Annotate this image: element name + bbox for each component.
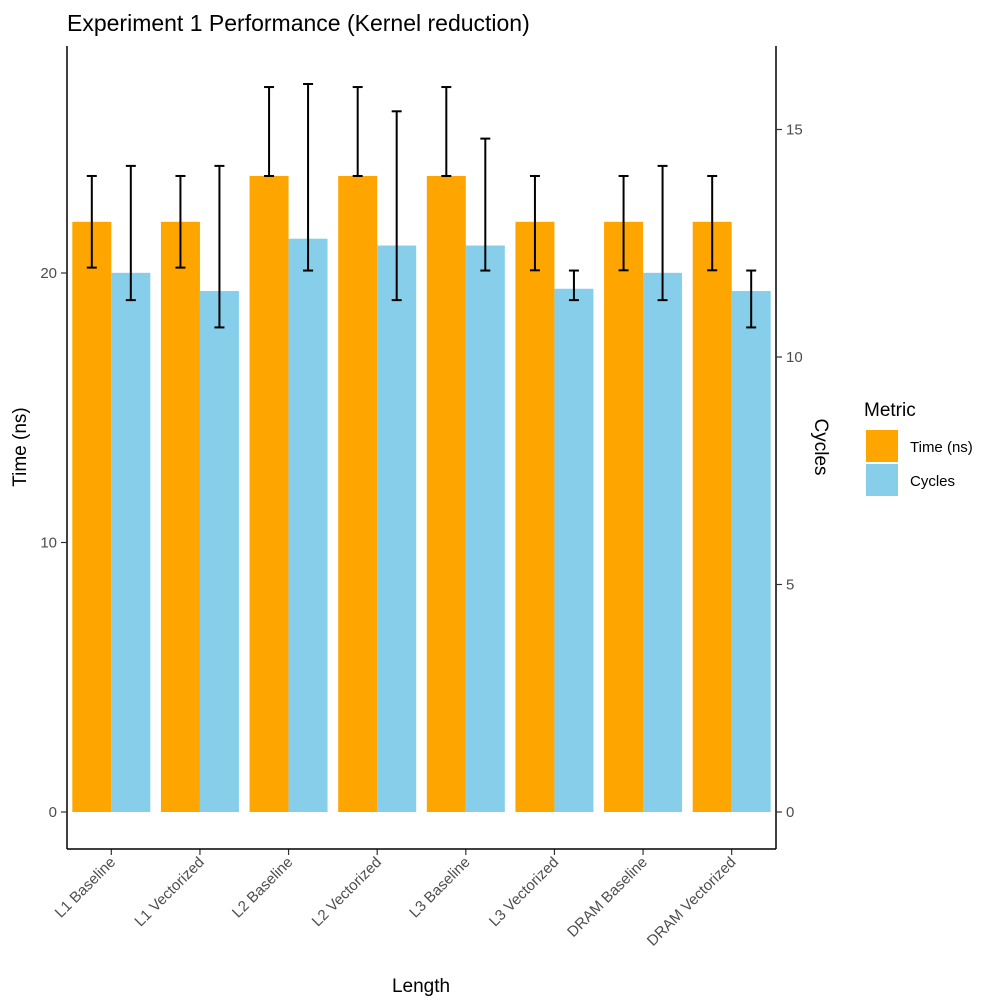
y2-tick-label: 5: [786, 577, 794, 594]
bar-time: [426, 175, 466, 813]
bar-time: [604, 221, 644, 813]
y2-axis-title: Cycles: [810, 418, 831, 475]
error-bar-time: [441, 86, 452, 177]
x-tick-label: L1 Vectorized: [131, 854, 207, 930]
x-tick-label: L3 Vectorized: [486, 854, 562, 930]
x-axis-title: Length: [392, 976, 450, 997]
legend-swatch-time: [866, 430, 898, 462]
chart-title: Experiment 1 Performance (Kernel reducti…: [67, 10, 530, 36]
x-tick-label: L2 Baseline: [229, 854, 296, 921]
y-axis-title: Time (ns): [10, 407, 31, 487]
legend: Metric Time (ns) Cycles: [864, 400, 973, 496]
y-tick-label: 10: [40, 535, 57, 552]
error-bar-cycles: [125, 164, 136, 302]
x-tick-label: L1 Baseline: [52, 854, 119, 921]
bar-time: [249, 175, 289, 813]
y2-tick-label: 0: [786, 804, 794, 821]
bar-cycles: [731, 291, 771, 812]
x-tick-label: DRAM Baseline: [564, 854, 651, 941]
bar-time: [160, 221, 200, 813]
error-bar-cycles: [214, 164, 225, 329]
error-bar-cycles: [303, 83, 314, 272]
bar-cycles: [643, 272, 683, 812]
legend-title: Metric: [864, 400, 916, 421]
bar-cycles: [554, 288, 594, 812]
bar-cycles: [288, 238, 328, 812]
legend-label-cycles: Cycles: [910, 473, 955, 490]
error-bar-time: [175, 174, 186, 269]
error-bar-time: [618, 174, 629, 272]
error-bar-time: [264, 86, 275, 177]
bar-time: [338, 175, 378, 813]
bar-cycles: [377, 245, 417, 812]
error-bar-time: [86, 174, 97, 269]
bar-time: [72, 221, 112, 813]
error-bar-cycles: [657, 164, 668, 302]
error-bar-cycles: [568, 269, 579, 302]
error-bar-time: [529, 174, 540, 272]
bar-cycles: [199, 291, 239, 812]
error-bar-cycles: [746, 269, 757, 329]
error-bar-cycles: [480, 137, 491, 272]
error-bar-time: [352, 86, 363, 177]
y2-tick-label: 10: [786, 349, 803, 366]
bar-time: [692, 221, 732, 813]
error-bar-cycles: [391, 110, 402, 302]
y-tick-label: 0: [49, 804, 57, 821]
bar-time: [515, 221, 555, 813]
error-bar-time: [707, 174, 718, 272]
legend-label-time: Time (ns): [910, 439, 973, 456]
y-tick-label: 20: [40, 265, 57, 282]
bar-cycles: [465, 245, 505, 812]
x-tick-label: L3 Baseline: [406, 854, 473, 921]
bar-cycles: [111, 272, 151, 812]
legend-swatch-cycles: [866, 464, 898, 496]
y2-tick-label: 15: [786, 122, 803, 139]
x-tick-label: DRAM Vectorized: [644, 854, 740, 950]
plot-area: L1 Baseline L1 Vectorized L2 Baseline L2 Ve…: [40, 46, 803, 950]
x-tick-label: L2 Vectorized: [309, 854, 385, 930]
